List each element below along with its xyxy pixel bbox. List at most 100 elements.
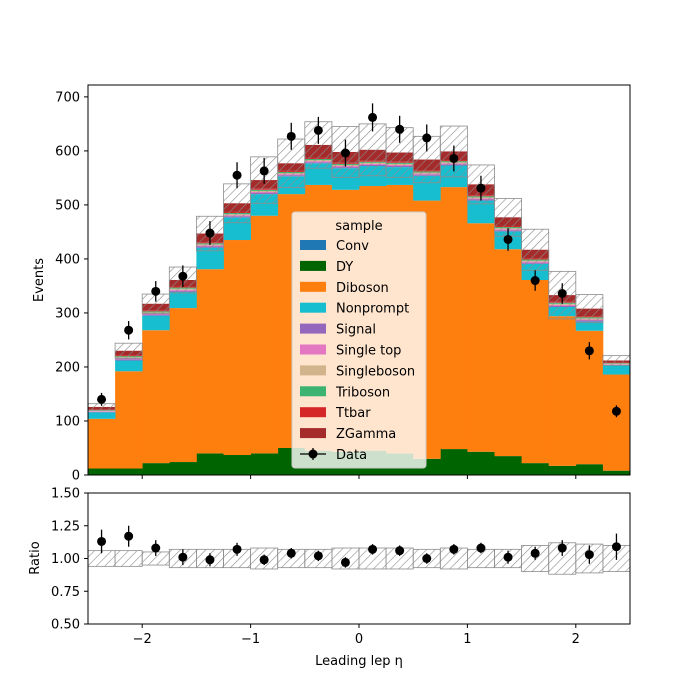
bar-diboson (169, 308, 197, 463)
bar-diboson (223, 240, 251, 456)
bar-dy (196, 453, 224, 475)
data-point (449, 153, 459, 163)
bar-dy (250, 453, 279, 475)
data-point (259, 166, 269, 176)
legend-swatch (300, 344, 326, 355)
legend-label: Nonprompt (336, 302, 409, 317)
ratio-point (286, 548, 296, 558)
legend-label: Ttbar (335, 406, 371, 421)
legend-label: Signal (336, 323, 376, 338)
ratio-point (232, 544, 242, 554)
ratio-point (340, 557, 350, 567)
y-tick-label: 700 (55, 90, 80, 105)
bar-diboson (602, 374, 631, 471)
data-point (178, 271, 188, 281)
uncertainty-bin (521, 228, 550, 271)
legend: sample Conv DY Diboson Nonprompt Signal Singl… (291, 211, 427, 469)
ratio-y-axis: 0.50 0.75 1.00 1.25 1.50 (51, 487, 88, 633)
legend-swatch (300, 260, 326, 271)
bar-dy (602, 470, 631, 475)
data-point (286, 131, 296, 141)
bar-nonprompt (304, 163, 333, 185)
ratio-point (557, 543, 567, 553)
legend-item-dy: DY (300, 260, 353, 275)
y-tick-label: 0 (72, 469, 80, 484)
bar-dy (115, 468, 143, 475)
main-y-axis: 0 100 200 300 400 500 600 700 (55, 90, 88, 484)
ratio-uncertainty-bin (114, 550, 143, 567)
data-point (557, 289, 567, 299)
data-point (476, 183, 486, 193)
x-tick-label: −2 (133, 632, 152, 647)
bar-nonprompt (169, 291, 197, 309)
bar-dy (142, 463, 170, 475)
legend-label: DY (336, 260, 353, 275)
ratio-x-axis: −2 −1 0 1 2 (133, 624, 580, 647)
bar-signal (88, 411, 116, 413)
legend-label-data: Data (336, 448, 367, 463)
legend-label: ZGamma (336, 427, 396, 442)
data-point (340, 148, 350, 158)
bar-single-top (115, 358, 143, 360)
bar-nonprompt (467, 200, 495, 224)
legend-label: Single top (336, 344, 401, 359)
legend-label: Singleboson (336, 364, 415, 379)
legend-swatch (300, 428, 326, 439)
y-tick-label: 300 (55, 306, 80, 321)
ratio-points (97, 525, 621, 568)
legend-item-triboson: Triboson (300, 385, 390, 400)
y-tick-label: 400 (55, 252, 80, 267)
legend-item-single-top: Single top (300, 344, 401, 359)
legend-data-marker (308, 449, 318, 459)
bar-nonprompt (602, 365, 631, 375)
ratio-point (449, 544, 459, 554)
legend-item-ttbar: Ttbar (300, 406, 371, 421)
bar-signal (142, 314, 170, 316)
ratio-point (584, 550, 594, 560)
data-point (368, 112, 378, 122)
uncertainty-bin (575, 294, 604, 324)
x-tick-label: 0 (355, 632, 363, 647)
bar-dy (440, 449, 468, 475)
legend-swatch (300, 386, 326, 397)
bar-single-top (142, 313, 170, 315)
data-point (232, 170, 242, 180)
bar-diboson (88, 418, 116, 469)
legend-label: Diboson (336, 281, 389, 296)
bar-diboson (115, 371, 143, 469)
ratio-point (178, 552, 188, 562)
legend-items: Conv DY Diboson Nonprompt Signal Single top Si… (300, 239, 415, 442)
ratio-point (422, 554, 432, 563)
ratio-point (124, 531, 134, 541)
data-point (503, 234, 513, 244)
legend-item-zgamma: ZGamma (300, 427, 396, 442)
ratio-point (313, 551, 323, 561)
data-point (124, 325, 134, 335)
uncertainty-bin (114, 342, 143, 359)
bar-dy (521, 463, 550, 475)
y-tick-label: 600 (55, 144, 80, 159)
ratio-point (97, 536, 107, 546)
legend-item-data: Data (300, 448, 367, 463)
bar-signal (115, 359, 143, 361)
legend-item-signal: Signal (300, 323, 376, 338)
bar-nonprompt (115, 360, 143, 372)
bar-dy (575, 464, 604, 475)
ratio-y-axis-label: Ratio (28, 541, 43, 574)
data-point (611, 406, 621, 416)
bar-diboson (467, 223, 495, 452)
data-points (97, 103, 621, 418)
bar-dy (223, 455, 251, 475)
legend-swatch (300, 323, 326, 334)
bar-diboson (196, 269, 224, 454)
ratio-y-tick-label: 0.50 (51, 618, 80, 633)
data-point (395, 124, 405, 134)
data-point (151, 286, 161, 296)
data-point (205, 228, 215, 238)
data-point (530, 276, 540, 286)
data-point (97, 394, 107, 404)
bar-diboson (548, 316, 577, 466)
uncertainty-bin (223, 183, 252, 224)
bar-singleboson (88, 410, 116, 412)
y-tick-label: 200 (55, 360, 80, 375)
